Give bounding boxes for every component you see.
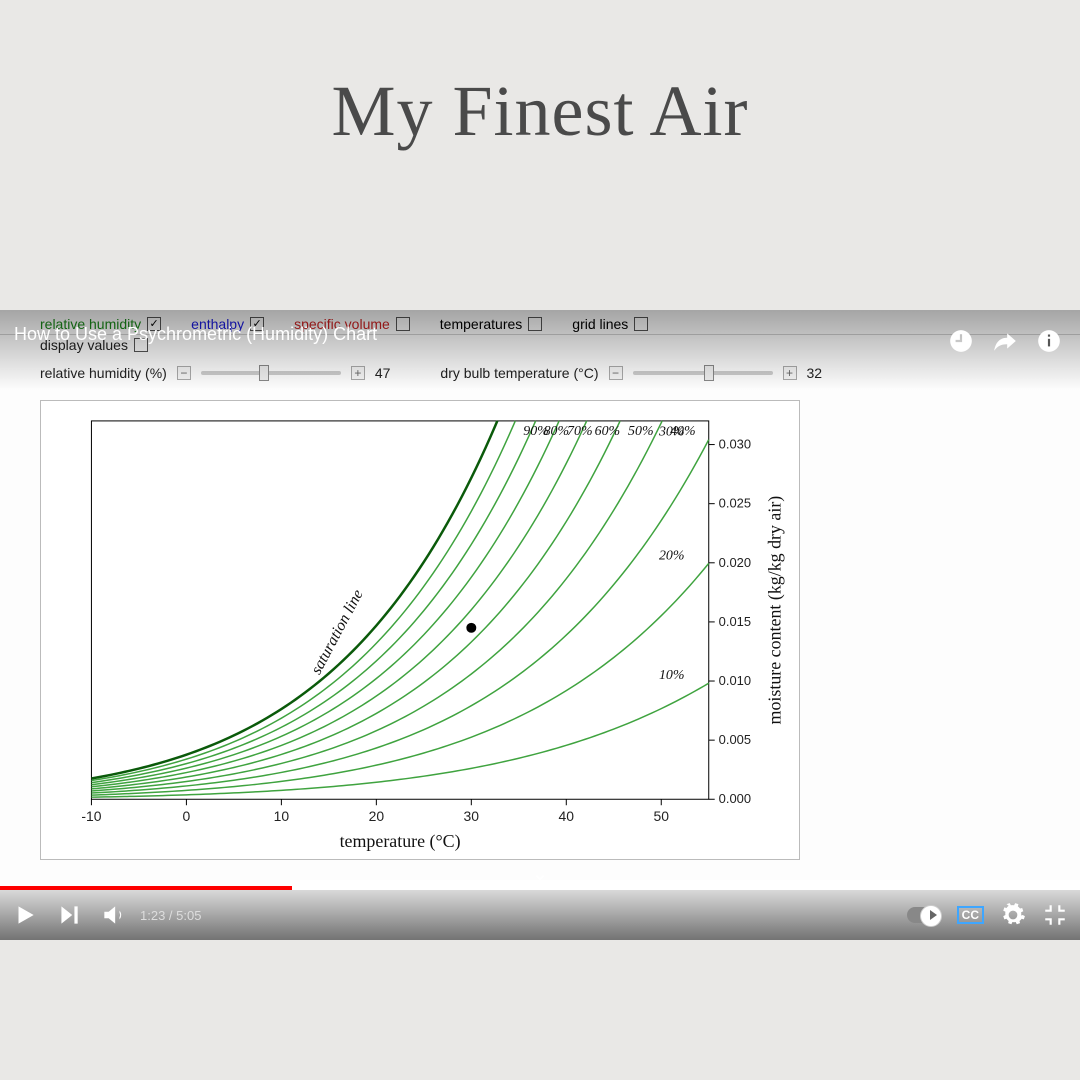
video-controls: 1:23 / 5:05 CC xyxy=(0,890,1080,940)
chart-svg: -10 0 10 20 30 40 50 temperature (°C) 0.000 0.005… xyxy=(41,401,799,859)
settings-icon[interactable] xyxy=(1000,902,1026,928)
info-icon[interactable] xyxy=(1036,328,1062,354)
svg-text:moisture content (kg/kg dry ai: moisture content (kg/kg dry air) xyxy=(764,496,785,725)
svg-text:20: 20 xyxy=(369,808,385,824)
svg-text:temperature (°C): temperature (°C) xyxy=(340,831,461,852)
app-content: relative humidity enthalpy specific volu… xyxy=(0,310,1080,880)
svg-text:0.030: 0.030 xyxy=(719,437,751,452)
video-player[interactable]: relative humidity enthalpy specific volu… xyxy=(0,310,1080,940)
svg-text:-10: -10 xyxy=(81,808,101,824)
page-title: My Finest Air xyxy=(0,70,1080,153)
play-icon[interactable] xyxy=(12,902,38,928)
svg-text:0.000: 0.000 xyxy=(719,791,751,806)
autoplay-toggle[interactable] xyxy=(907,907,941,923)
watch-later-icon[interactable] xyxy=(948,328,974,354)
next-icon[interactable] xyxy=(56,902,82,928)
top-icons xyxy=(948,328,1062,354)
time-display: 1:23 / 5:05 xyxy=(140,908,201,923)
svg-text:50%: 50% xyxy=(628,424,654,439)
video-title[interactable]: How to Use a Psychrometric (Humidity) Ch… xyxy=(14,324,948,345)
svg-text:10: 10 xyxy=(274,808,290,824)
chapter-chevron-icon[interactable]: ⌄ xyxy=(532,861,549,886)
volume-icon[interactable] xyxy=(100,902,126,928)
svg-text:0.010: 0.010 xyxy=(719,673,751,688)
svg-text:60%: 60% xyxy=(595,424,621,439)
svg-text:40: 40 xyxy=(559,808,575,824)
svg-text:90%: 90% xyxy=(523,424,549,439)
fullscreen-exit-icon[interactable] xyxy=(1042,902,1068,928)
svg-text:0: 0 xyxy=(183,808,191,824)
svg-text:40%: 40% xyxy=(670,424,696,439)
share-icon[interactable] xyxy=(992,328,1018,354)
svg-text:0.025: 0.025 xyxy=(719,496,751,511)
svg-text:0.020: 0.020 xyxy=(719,555,751,570)
svg-text:20%: 20% xyxy=(659,548,685,563)
svg-text:0.015: 0.015 xyxy=(719,614,751,629)
svg-text:50: 50 xyxy=(654,808,670,824)
svg-text:70%: 70% xyxy=(567,424,593,439)
captions-button[interactable]: CC xyxy=(957,906,984,924)
psychrometric-chart: -10 0 10 20 30 40 50 temperature (°C) 0.000 0.005… xyxy=(40,400,800,860)
video-top-overlay: How to Use a Psychrometric (Humidity) Ch… xyxy=(0,310,1080,390)
svg-text:0.005: 0.005 xyxy=(719,732,751,747)
svg-text:30: 30 xyxy=(464,808,480,824)
svg-text:10%: 10% xyxy=(659,668,685,683)
